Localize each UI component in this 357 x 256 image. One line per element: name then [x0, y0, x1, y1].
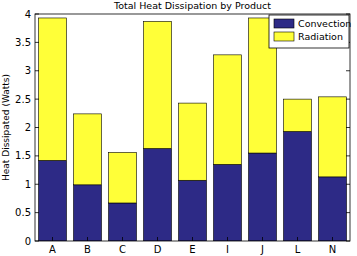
y-tick [346, 14, 350, 15]
x-tick [157, 237, 158, 241]
x-tick [332, 237, 333, 241]
y-tick-label: 1 [25, 179, 31, 190]
bar-segment [284, 131, 312, 241]
legend: Convection Radiation [269, 15, 351, 48]
y-tick-label: 2 [25, 122, 31, 133]
bar-segment [319, 177, 347, 241]
y-axis-label: Heat Dissipated (Watts) [1, 74, 11, 181]
y-tick-label: 3 [25, 65, 31, 76]
x-tick [227, 237, 228, 241]
bar-segment [109, 203, 137, 241]
x-tick-label: J [260, 244, 264, 255]
background [0, 0, 357, 256]
y-tick [346, 127, 350, 128]
y-tick [346, 70, 350, 71]
bar-segment [214, 55, 242, 165]
y-tick [346, 184, 350, 185]
legend-label: Radiation [298, 31, 343, 42]
bar-segment [179, 103, 207, 180]
x-tick-label: I [226, 244, 229, 255]
x-tick-label: E [189, 244, 195, 255]
x-tick [87, 237, 88, 241]
x-tick-label: D [154, 244, 162, 255]
x-tick-label: N [329, 244, 336, 255]
y-tick [35, 99, 39, 100]
chart: 0 0.5 1 1.5 2 2.5 3 3.5 4 A B C D E I J L N Total Heat Dis… [0, 0, 357, 256]
y-tick-label: 0 [25, 236, 31, 247]
plot-area [35, 14, 350, 241]
y-tick [35, 241, 39, 242]
bar-segment [39, 160, 67, 241]
bar-segment [39, 18, 67, 160]
x-tick [192, 237, 193, 241]
x-tick-label: L [295, 244, 301, 255]
bar-segment [319, 97, 347, 177]
bar-segment [144, 21, 172, 148]
y-tick [35, 42, 39, 43]
bar-segment [214, 164, 242, 241]
legend-swatch [274, 19, 294, 28]
bar-segment [144, 148, 172, 241]
plot-frame [35, 14, 350, 241]
bar-segment [109, 152, 137, 203]
y-tick [35, 155, 39, 156]
title: Total Heat Dissipation by Product [113, 0, 271, 11]
y-tick [346, 212, 350, 213]
x-tick-label: A [49, 244, 56, 255]
bar-segment [284, 99, 312, 131]
y-tick-label: 2.5 [15, 94, 31, 105]
y-tick [35, 184, 39, 185]
y-tick-label: 1.5 [15, 150, 31, 161]
y-tick-label: 0.5 [15, 207, 31, 218]
y-tick [346, 241, 350, 242]
y-tick [35, 14, 39, 15]
x-tick-label: B [84, 244, 91, 255]
y-tick [35, 212, 39, 213]
x-tick-label: C [119, 244, 126, 255]
x-tick [297, 237, 298, 241]
bars [39, 18, 347, 241]
y-tick-label: 4 [25, 9, 31, 20]
x-tick [52, 237, 53, 241]
bar-segment [249, 153, 277, 241]
bar-segment [74, 185, 102, 241]
y-tick-label: 3.5 [15, 37, 31, 48]
x-tick [122, 237, 123, 241]
legend-swatch [274, 32, 294, 41]
y-tick [346, 155, 350, 156]
y-tick [346, 99, 350, 100]
bar-segment [179, 180, 207, 241]
x-tick [262, 237, 263, 241]
y-tick [35, 127, 39, 128]
bar-segment [74, 114, 102, 185]
y-tick [35, 70, 39, 71]
legend-label: Convection [298, 18, 351, 29]
